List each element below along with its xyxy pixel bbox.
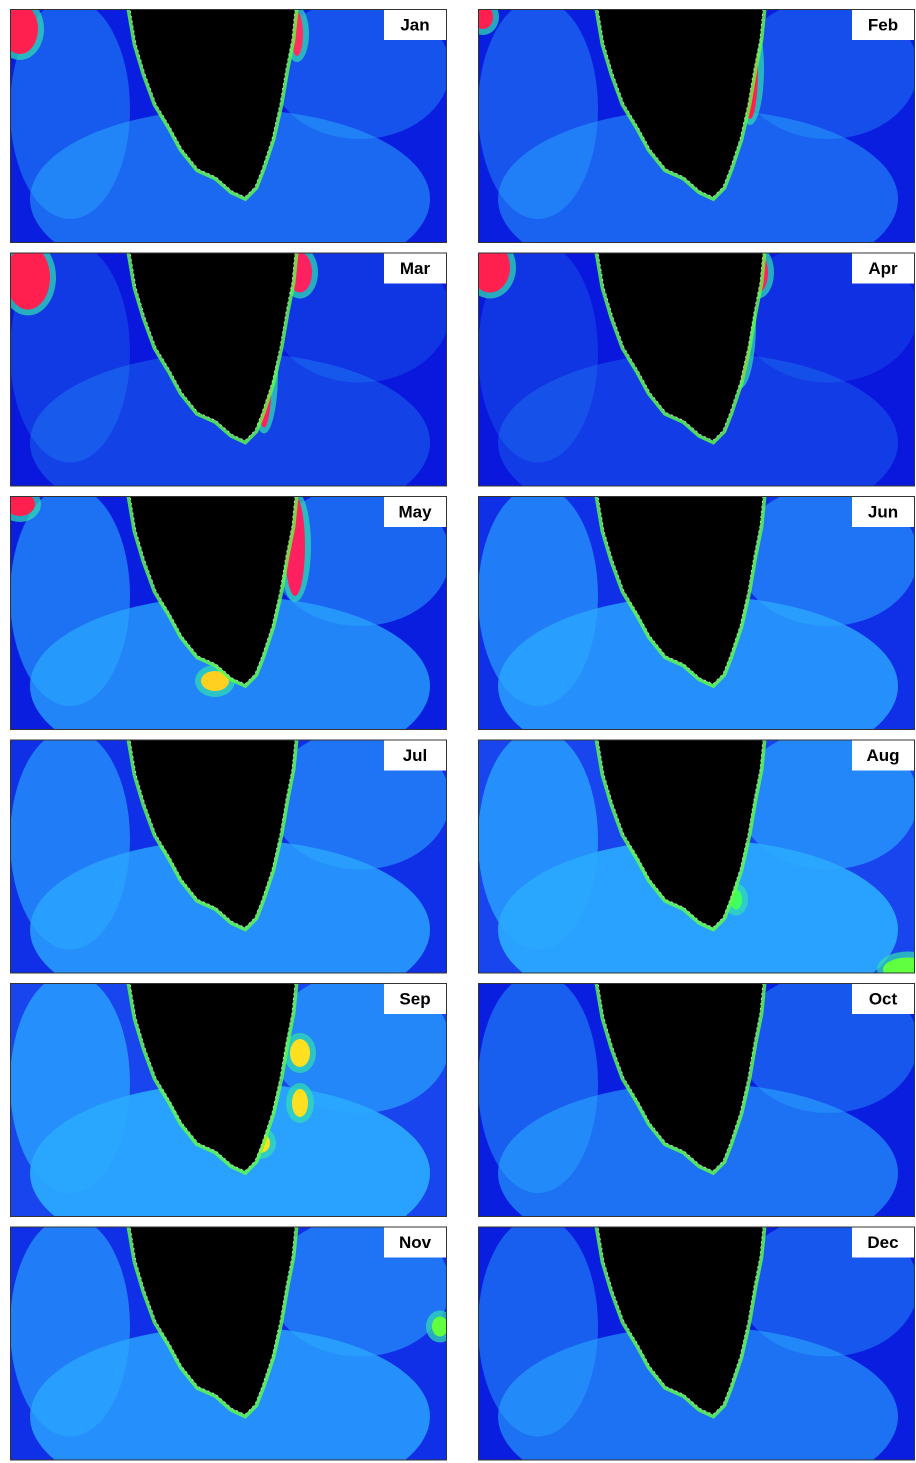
light-water	[478, 0, 598, 219]
month-label: Oct	[869, 989, 898, 1008]
bloom	[5, 492, 35, 516]
map-panel: Dec	[478, 1217, 916, 1463]
bloom	[432, 1317, 448, 1337]
month-label: Aug	[866, 746, 899, 765]
month-label: May	[398, 502, 432, 521]
bloom	[290, 1039, 310, 1067]
panel-content	[0, 240, 450, 533]
map-panel: Nov	[10, 1217, 454, 1463]
light-water	[10, 973, 130, 1193]
map-panel: Jul	[10, 730, 450, 1020]
month-label: Apr	[868, 259, 898, 278]
map-panel: Jan	[0, 0, 450, 289]
panel-content	[464, 237, 916, 533]
light-water	[10, 1217, 130, 1437]
month-label: Jan	[400, 15, 429, 34]
panel-content	[478, 730, 916, 1020]
light-water	[10, 730, 130, 950]
panel-content	[467, 0, 916, 289]
bloom	[292, 1089, 308, 1117]
light-water	[478, 1217, 598, 1437]
panel-content	[478, 486, 916, 776]
month-label: Sep	[399, 989, 430, 1008]
panel-content	[478, 1217, 916, 1463]
light-water	[478, 730, 598, 950]
bloom	[2, 4, 38, 54]
map-panel: Sep	[10, 973, 450, 1263]
panel-content	[0, 0, 450, 289]
light-water	[478, 486, 598, 706]
panel-content	[10, 730, 450, 1020]
bloom	[470, 243, 510, 293]
month-label: Nov	[399, 1233, 432, 1252]
map-panel: Aug	[478, 730, 916, 1020]
map-panel: Mar	[0, 240, 450, 533]
map-panel: May	[0, 486, 450, 776]
map-panel: Apr	[464, 237, 916, 533]
panel-content	[0, 486, 450, 776]
month-label: Dec	[867, 1233, 898, 1252]
figure: Jan Feb Mar Apr May Jun Jul Aug Sep Oct Nov Dec	[0, 0, 916, 1463]
panel-content	[478, 973, 916, 1263]
panel-content	[10, 973, 450, 1263]
map-panel: Oct	[478, 973, 916, 1263]
month-label: Feb	[868, 15, 898, 34]
month-label: Jun	[868, 502, 898, 521]
map-panel: Feb	[467, 0, 916, 289]
bloom	[6, 246, 50, 310]
bloom	[473, 5, 493, 29]
month-label: Mar	[400, 259, 431, 278]
map-panel: Jun	[478, 486, 916, 776]
month-label: Jul	[403, 746, 428, 765]
light-water	[478, 973, 598, 1193]
